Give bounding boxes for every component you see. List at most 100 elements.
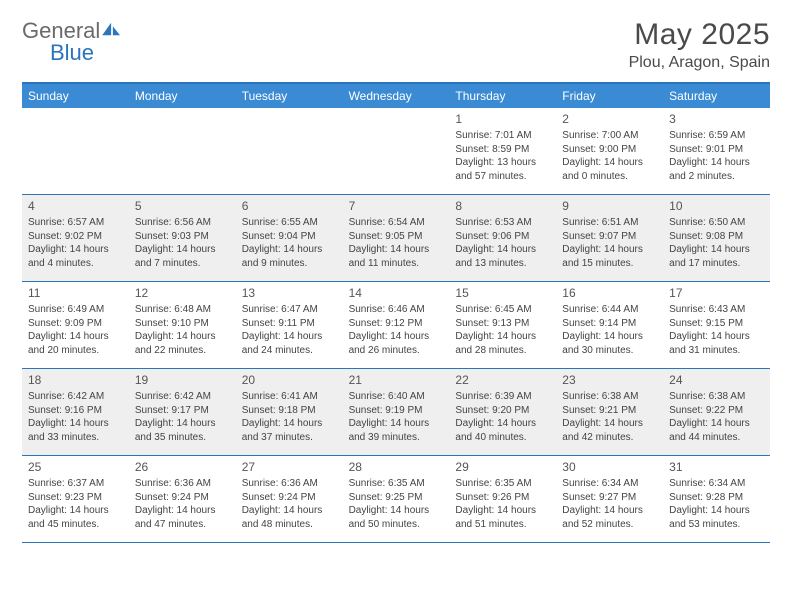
calendar-cell: 17Sunrise: 6:43 AMSunset: 9:15 PMDayligh…: [663, 282, 770, 368]
daylight-text-line1: Daylight: 14 hours: [562, 417, 657, 431]
sunrise-text: Sunrise: 6:46 AM: [349, 303, 444, 317]
sunset-text: Sunset: 9:17 PM: [135, 404, 230, 418]
sunset-text: Sunset: 9:13 PM: [455, 317, 550, 331]
daylight-text-line1: Daylight: 14 hours: [669, 504, 764, 518]
daylight-text-line1: Daylight: 14 hours: [135, 330, 230, 344]
calendar-cell: 28Sunrise: 6:35 AMSunset: 9:25 PMDayligh…: [343, 456, 450, 542]
sunrise-text: Sunrise: 6:38 AM: [669, 390, 764, 404]
daylight-text-line2: and 57 minutes.: [455, 170, 550, 184]
sunset-text: Sunset: 9:05 PM: [349, 230, 444, 244]
calendar-cell: 8Sunrise: 6:53 AMSunset: 9:06 PMDaylight…: [449, 195, 556, 281]
sunrise-text: Sunrise: 6:40 AM: [349, 390, 444, 404]
daylight-text-line2: and 17 minutes.: [669, 257, 764, 271]
calendar-cell-empty: [343, 108, 450, 194]
sunset-text: Sunset: 9:25 PM: [349, 491, 444, 505]
sunset-text: Sunset: 9:07 PM: [562, 230, 657, 244]
month-title: May 2025: [629, 18, 770, 52]
daylight-text-line2: and 42 minutes.: [562, 431, 657, 445]
day-number: 14: [349, 285, 444, 301]
calendar-cell: 21Sunrise: 6:40 AMSunset: 9:19 PMDayligh…: [343, 369, 450, 455]
daylight-text-line1: Daylight: 14 hours: [28, 330, 123, 344]
title-block: May 2025 Plou, Aragon, Spain: [629, 18, 770, 72]
daylight-text-line1: Daylight: 14 hours: [242, 504, 337, 518]
sunset-text: Sunset: 9:14 PM: [562, 317, 657, 331]
daylight-text-line1: Daylight: 14 hours: [455, 417, 550, 431]
daylight-text-line2: and 2 minutes.: [669, 170, 764, 184]
sunrise-text: Sunrise: 6:59 AM: [669, 129, 764, 143]
day-number: 15: [455, 285, 550, 301]
daylight-text-line2: and 44 minutes.: [669, 431, 764, 445]
calendar-cell: 3Sunrise: 6:59 AMSunset: 9:01 PMDaylight…: [663, 108, 770, 194]
daylight-text-line2: and 26 minutes.: [349, 344, 444, 358]
calendar-cell: 20Sunrise: 6:41 AMSunset: 9:18 PMDayligh…: [236, 369, 343, 455]
sunset-text: Sunset: 9:12 PM: [349, 317, 444, 331]
sunset-text: Sunset: 9:09 PM: [28, 317, 123, 331]
day-number: 24: [669, 372, 764, 388]
day-number: 13: [242, 285, 337, 301]
daylight-text-line1: Daylight: 14 hours: [135, 504, 230, 518]
calendar-cell: 14 Sunrise: 6:46 AMSunset: 9:12 PMDayligh…: [343, 282, 450, 368]
day-number: 19: [135, 372, 230, 388]
day-number: 25: [28, 459, 123, 475]
daylight-text-line1: Daylight: 14 hours: [349, 417, 444, 431]
daylight-text-line1: Daylight: 14 hours: [135, 243, 230, 257]
daylight-text-line1: Daylight: 14 hours: [562, 243, 657, 257]
daylight-text-line2: and 37 minutes.: [242, 431, 337, 445]
calendar-cell: 12Sunrise: 6:48 AMSunset: 9:10 PMDayligh…: [129, 282, 236, 368]
daylight-text-line2: and 52 minutes.: [562, 518, 657, 532]
calendar-week: 11Sunrise: 6:49 AMSunset: 9:09 PMDayligh…: [22, 282, 770, 369]
daylight-text-line2: and 13 minutes.: [455, 257, 550, 271]
daylight-text-line1: Daylight: 14 hours: [669, 330, 764, 344]
daylight-text-line2: and 53 minutes.: [669, 518, 764, 532]
sunset-text: Sunset: 9:06 PM: [455, 230, 550, 244]
location-label: Plou, Aragon, Spain: [629, 54, 770, 72]
calendar-cell: 5Sunrise: 6:56 AMSunset: 9:03 PMDaylight…: [129, 195, 236, 281]
sunrise-text: Sunrise: 6:36 AM: [135, 477, 230, 491]
sunset-text: Sunset: 9:24 PM: [135, 491, 230, 505]
calendar-page: GeneralBlue May 2025 Plou, Aragon, Spain…: [0, 0, 792, 561]
day-number: 11: [28, 285, 123, 301]
sunset-text: Sunset: 9:02 PM: [28, 230, 123, 244]
daylight-text-line2: and 31 minutes.: [669, 344, 764, 358]
daylight-text-line2: and 20 minutes.: [28, 344, 123, 358]
daylight-text-line2: and 33 minutes.: [28, 431, 123, 445]
daylight-text-line1: Daylight: 14 hours: [455, 504, 550, 518]
daylight-text-line1: Daylight: 14 hours: [349, 330, 444, 344]
sunrise-text: Sunrise: 6:42 AM: [28, 390, 123, 404]
sunrise-text: Sunrise: 6:42 AM: [135, 390, 230, 404]
daylight-text-line2: and 47 minutes.: [135, 518, 230, 532]
daylight-text-line2: and 0 minutes.: [562, 170, 657, 184]
calendar-cell: 11Sunrise: 6:49 AMSunset: 9:09 PMDayligh…: [22, 282, 129, 368]
sunset-text: Sunset: 9:08 PM: [669, 230, 764, 244]
sunset-text: Sunset: 9:27 PM: [562, 491, 657, 505]
daylight-text-line1: Daylight: 14 hours: [455, 243, 550, 257]
daylight-text-line2: and 9 minutes.: [242, 257, 337, 271]
day-number: 1: [455, 111, 550, 127]
calendar-cell: 2Sunrise: 7:00 AMSunset: 9:00 PMDaylight…: [556, 108, 663, 194]
sunrise-text: Sunrise: 6:55 AM: [242, 216, 337, 230]
sunset-text: Sunset: 9:15 PM: [669, 317, 764, 331]
sunset-text: Sunset: 9:18 PM: [242, 404, 337, 418]
day-number: 18: [28, 372, 123, 388]
calendar-cell: 10Sunrise: 6:50 AMSunset: 9:08 PMDayligh…: [663, 195, 770, 281]
day-number: 7: [349, 198, 444, 214]
sunset-text: Sunset: 9:21 PM: [562, 404, 657, 418]
daylight-text-line1: Daylight: 13 hours: [455, 156, 550, 170]
sunset-text: Sunset: 9:04 PM: [242, 230, 337, 244]
daylight-text-line1: Daylight: 14 hours: [669, 156, 764, 170]
sunset-text: Sunset: 9:26 PM: [455, 491, 550, 505]
daylight-text-line2: and 51 minutes.: [455, 518, 550, 532]
calendar-cell: 15Sunrise: 6:45 AMSunset: 9:13 PMDayligh…: [449, 282, 556, 368]
sunrise-text: Sunrise: 6:37 AM: [28, 477, 123, 491]
daylight-text-line2: and 22 minutes.: [135, 344, 230, 358]
daylight-text-line2: and 40 minutes.: [455, 431, 550, 445]
day-number: 30: [562, 459, 657, 475]
daylight-text-line1: Daylight: 14 hours: [135, 417, 230, 431]
daylight-text-line2: and 50 minutes.: [349, 518, 444, 532]
sunrise-text: Sunrise: 6:51 AM: [562, 216, 657, 230]
day-number: 4: [28, 198, 123, 214]
daylight-text-line2: and 48 minutes.: [242, 518, 337, 532]
sunrise-text: Sunrise: 6:53 AM: [455, 216, 550, 230]
calendar-cell: 26Sunrise: 6:36 AMSunset: 9:24 PMDayligh…: [129, 456, 236, 542]
calendar-grid: Sunday Monday Tuesday Wednesday Thursday…: [22, 82, 770, 543]
